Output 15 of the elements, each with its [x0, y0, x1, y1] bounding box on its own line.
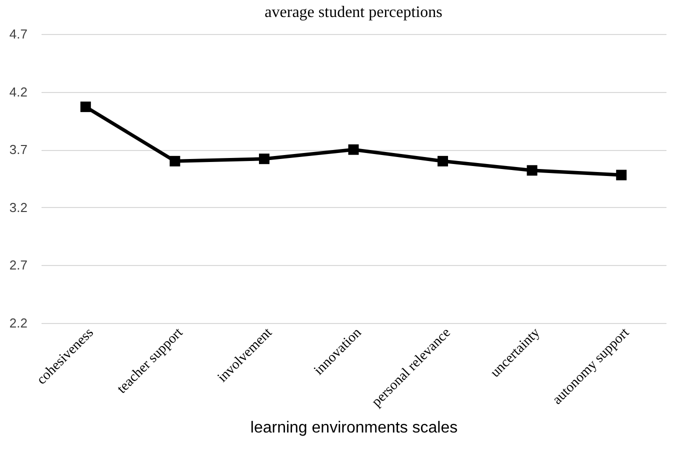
point	[616, 170, 627, 180]
point	[438, 156, 448, 166]
y-tick-label: 2.2	[9, 316, 28, 330]
y-tick-label: 4.2	[9, 84, 28, 100]
point	[80, 102, 91, 112]
y-tick-label: 3.2	[9, 200, 28, 215]
point	[258, 154, 270, 164]
y-tick-label: 2.7	[9, 258, 28, 273]
x-axis-title: learning environments scales	[250, 419, 458, 436]
point	[170, 156, 180, 166]
y-tick-label: 3.7	[9, 142, 28, 158]
point	[526, 165, 538, 176]
chart-title: average student perceptions	[264, 4, 442, 21]
point	[348, 144, 359, 155]
y-tick-label: 4.7	[9, 26, 28, 42]
